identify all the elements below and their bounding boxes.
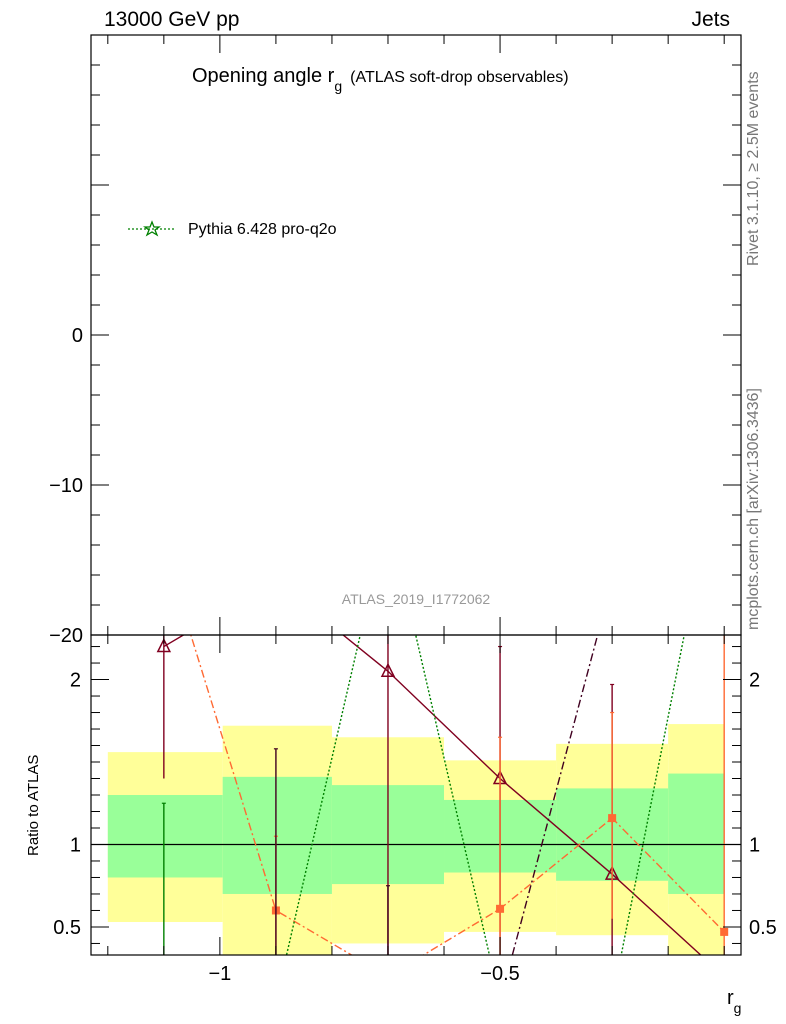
ratio-band-green [668, 773, 725, 894]
x-axis-label: rg [727, 987, 741, 1016]
ratio-y-tick-label-right: 2 [749, 670, 760, 692]
ratio-y-tick-label-right: 1 [749, 834, 760, 856]
ratio-ylabel: Ratio to ATLAS [25, 755, 42, 856]
star-icon [143, 220, 161, 237]
ratio-y-tick-label-right: 0.5 [749, 917, 777, 939]
x-axis-label-main: r [727, 987, 734, 1009]
x-tick-label: −1 [208, 963, 231, 985]
analysis-watermark: ATLAS_2019_I1772062 [342, 591, 491, 607]
upper-y-tick-label: −20 [49, 625, 83, 647]
upper-frame [90, 34, 742, 636]
header-process-label: Jets [691, 8, 730, 31]
chart-title-main: Opening angle r [192, 65, 335, 87]
ratio-point-triangle [270, 574, 282, 586]
ratio-point-square [160, 544, 168, 552]
ratio-point-square [608, 814, 617, 823]
ratio-y-tick-label: 0.5 [53, 917, 81, 939]
x-tick-label: −0.5 [480, 963, 519, 985]
ratio-point-square [496, 904, 505, 913]
header-energy-label: 13000 GeV pp [104, 8, 240, 31]
ratio-y-tick-label: 2 [70, 670, 81, 692]
ratio-point-triangle [718, 969, 730, 981]
ratio-point-triangle [380, 662, 396, 678]
ratio-series-lines [156, 544, 730, 981]
ratio-uncertainty-bands [91, 724, 741, 955]
ratio-point-square [720, 927, 729, 936]
ratio-y-tick-label: 1 [70, 834, 81, 856]
ratio-series-line [163, 635, 702, 955]
ratio-point-triangle [156, 637, 172, 653]
axes: −1 −0.5 0 −10 −20 2 2 1 1 0.5 0.5 [49, 34, 777, 985]
upper-y-tick-label: 0 [72, 325, 83, 347]
ratio-band-green [222, 776, 332, 894]
chart-title-sub: g [334, 78, 342, 94]
x-axis-label-sub: g [734, 1000, 742, 1016]
ratio-band-green [107, 795, 223, 878]
chart-title: Opening angle rg (ATLAS soft-drop observa… [192, 65, 569, 94]
chart-title-note: (ATLAS soft-drop observables) [350, 69, 568, 86]
legend-label: Pythia 6.428 pro-q2o [188, 221, 337, 238]
ratio-series-line [285, 635, 685, 955]
legend: Pythia 6.428 pro-q2o [128, 220, 337, 238]
ratio-point-square [384, 972, 392, 980]
ratio-series-line [190, 635, 725, 955]
upper-y-tick-label: −10 [49, 475, 83, 497]
